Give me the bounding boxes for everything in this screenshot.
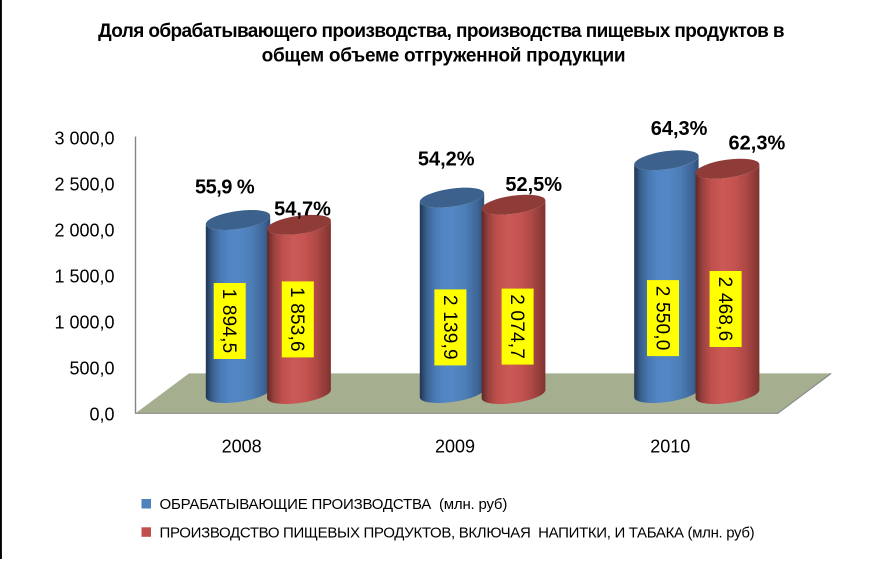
svg-text:Доля обрабатывающего производс: Доля обрабатывающего производства, произ…: [98, 21, 784, 42]
svg-text:55,9 %: 55,9 %: [195, 176, 255, 198]
svg-text:2 500,0: 2 500,0: [54, 175, 114, 195]
svg-text:64,3%: 64,3%: [651, 118, 708, 140]
svg-text:52,5%: 52,5%: [505, 174, 562, 196]
svg-text:1 500,0: 1 500,0: [54, 267, 114, 287]
svg-text:62,3%: 62,3%: [729, 132, 786, 154]
svg-text:3 000,0: 3 000,0: [54, 129, 114, 149]
svg-text:2 074,7: 2 074,7: [506, 294, 527, 359]
svg-text:ОБРАБАТЫВАЮЩИЕ ПРОИЗВОДСТВА (: ОБРАБАТЫВАЮЩИЕ ПРОИЗВОДСТВА (млн. руб): [160, 496, 508, 513]
svg-text:2008: 2008: [222, 437, 262, 457]
svg-text:2 000,0: 2 000,0: [54, 221, 114, 241]
svg-text:1 894,5: 1 894,5: [218, 289, 239, 354]
svg-text:ПРОИЗВОДСТВО ПИЩЕВЫХ ПРОДУКТОВ: ПРОИЗВОДСТВО ПИЩЕВЫХ ПРОДУКТОВ, ВКЛЮЧАЯ …: [160, 525, 755, 542]
svg-text:2 550,0: 2 550,0: [651, 286, 672, 351]
svg-text:500,0: 500,0: [69, 359, 114, 379]
svg-text:2010: 2010: [650, 437, 690, 457]
svg-text:1 000,0: 1 000,0: [54, 313, 114, 333]
svg-text:2 468,6: 2 468,6: [714, 277, 735, 342]
svg-text:54,2%: 54,2%: [418, 148, 475, 170]
svg-text:общем объеме отгруженной проду: общем объеме отгруженной продукции: [262, 46, 626, 67]
svg-text:2009: 2009: [435, 437, 475, 457]
svg-text:54,7%: 54,7%: [274, 199, 331, 221]
svg-text:1 853,6: 1 853,6: [286, 287, 307, 352]
svg-text:2 139,9: 2 139,9: [439, 295, 460, 360]
svg-text:0,0: 0,0: [89, 405, 114, 425]
